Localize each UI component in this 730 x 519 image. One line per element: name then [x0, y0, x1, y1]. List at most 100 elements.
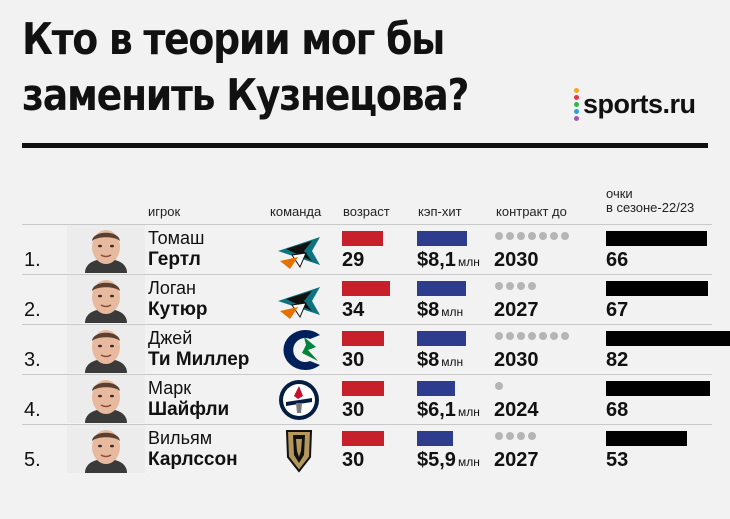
- cap-amount: $8: [417, 349, 440, 371]
- contract-year-dot: [495, 282, 503, 290]
- points-bar: [606, 231, 707, 246]
- age-value: 30: [342, 399, 365, 421]
- contract-year-dot: [517, 432, 525, 440]
- age-value: 29: [342, 249, 365, 271]
- contract-dots: [495, 282, 536, 290]
- age-bar: [342, 431, 385, 446]
- contract-value: 2024: [494, 399, 539, 421]
- points-bar: [606, 431, 687, 446]
- player-photo: [67, 375, 145, 423]
- contract-year-dot: [495, 382, 503, 390]
- row-divider: [22, 374, 712, 375]
- age-value: 34: [342, 299, 365, 321]
- contract-year-dot: [506, 432, 514, 440]
- contract-value: 2030: [494, 349, 539, 371]
- contract-year-dot: [539, 332, 547, 340]
- player-photo: [67, 275, 145, 323]
- table-row: 2. Логан Кутюр 34 $8 млн 2027 67: [22, 274, 712, 325]
- row-number: 5.: [24, 449, 41, 471]
- points-value: 68: [606, 399, 629, 421]
- contract-year-dot: [495, 332, 503, 340]
- logo-dots-icon: [574, 87, 579, 121]
- jets-logo-icon: [274, 377, 324, 423]
- row-divider: [22, 424, 712, 425]
- points-bar: [606, 281, 709, 296]
- contract-year-dot: [528, 432, 536, 440]
- page-title: Кто в теории мог бы заменить Кузнецова?: [22, 12, 486, 124]
- row-divider: [22, 224, 712, 225]
- player-first-name: Логан: [148, 278, 196, 298]
- header-points: очки в сезоне-22/23: [606, 187, 694, 215]
- logo-dot: [574, 101, 579, 107]
- contract-year-dot: [495, 432, 503, 440]
- cap-bar: [417, 231, 467, 246]
- contract-year-dot: [517, 282, 525, 290]
- sports-ru-logo: sports.ru: [574, 87, 696, 121]
- points-value: 67: [606, 299, 629, 321]
- cap-value: $8 млн: [417, 349, 463, 372]
- cap-value: $8,1 млн: [417, 249, 480, 272]
- cap-bar: [417, 331, 467, 346]
- player-first-name: Томаш: [148, 228, 205, 248]
- contract-year-dot: [561, 332, 569, 340]
- player-photo: [67, 225, 145, 273]
- table-row: 4. Марк Шайфли 30 $6,1 млн 2024 68: [22, 374, 712, 425]
- contract-dots: [495, 332, 569, 340]
- cap-bar: [417, 381, 455, 396]
- contract-dots: [495, 382, 503, 390]
- row-number: 3.: [24, 349, 41, 371]
- player-last-name: Карлссон: [148, 449, 238, 470]
- player-photo: [67, 425, 145, 473]
- age-bar: [342, 231, 383, 246]
- points-bar: [606, 331, 730, 346]
- player-last-name: Кутюр: [148, 299, 208, 320]
- contract-year-dot: [528, 282, 536, 290]
- contract-year-dot: [561, 232, 569, 240]
- logo-dot: [574, 108, 579, 114]
- cap-amount: $6,1: [417, 399, 456, 421]
- age-value: 30: [342, 349, 365, 371]
- logo-dot: [574, 115, 579, 121]
- contract-year-dot: [517, 332, 525, 340]
- cap-unit: млн: [441, 355, 464, 369]
- points-bar: [606, 381, 710, 396]
- contract-value: 2027: [494, 299, 539, 321]
- logo-dot: [574, 94, 579, 100]
- contract-dots: [495, 432, 536, 440]
- canucks-logo-icon: [274, 327, 324, 373]
- contract-year-dot: [528, 232, 536, 240]
- contract-dots: [495, 232, 569, 240]
- player-first-name: Марк: [148, 378, 192, 398]
- header-points-line-2: в сезоне-22/23: [606, 200, 695, 215]
- table-row: 3. Джей Ти Миллер 30 $8 млн 2030 82: [22, 324, 730, 375]
- player-last-name: Гертл: [148, 249, 201, 270]
- age-bar: [342, 281, 390, 296]
- header-contract: контракт до: [496, 204, 567, 219]
- age-bar: [342, 381, 385, 396]
- sharks-logo-icon: [274, 227, 324, 273]
- table-row: 1. Томаш Гертл 29 $8,1 млн 2030 66: [22, 224, 712, 275]
- contract-year-dot: [550, 232, 558, 240]
- table-row: 5. Вильям Карлссон 30 $5,9 млн 2027 53: [22, 424, 712, 475]
- row-divider: [22, 274, 712, 275]
- player-last-name: Ти Миллер: [148, 349, 250, 370]
- player-first-name: Джей: [148, 328, 193, 348]
- points-value: 66: [606, 249, 629, 271]
- header-age: возраст: [343, 204, 390, 219]
- player-last-name: Шайфли: [148, 399, 230, 420]
- cap-value: $5,9 млн: [417, 449, 480, 472]
- contract-year-dot: [506, 282, 514, 290]
- header-points-line-1: очки: [606, 186, 633, 201]
- age-value: 30: [342, 449, 365, 471]
- title-line-2: заменить Кузнецова?: [22, 70, 469, 121]
- cap-bar: [417, 281, 467, 296]
- cap-unit: млн: [457, 405, 480, 419]
- points-value: 82: [606, 349, 629, 371]
- cap-unit: млн: [457, 255, 480, 269]
- logo-dot: [574, 87, 579, 93]
- contract-year-dot: [550, 332, 558, 340]
- cap-value: $6,1 млн: [417, 399, 480, 422]
- title-line-1: Кто в теории мог бы: [22, 14, 445, 65]
- header-cap: кэп-хит: [418, 204, 462, 219]
- player-photo: [67, 325, 145, 373]
